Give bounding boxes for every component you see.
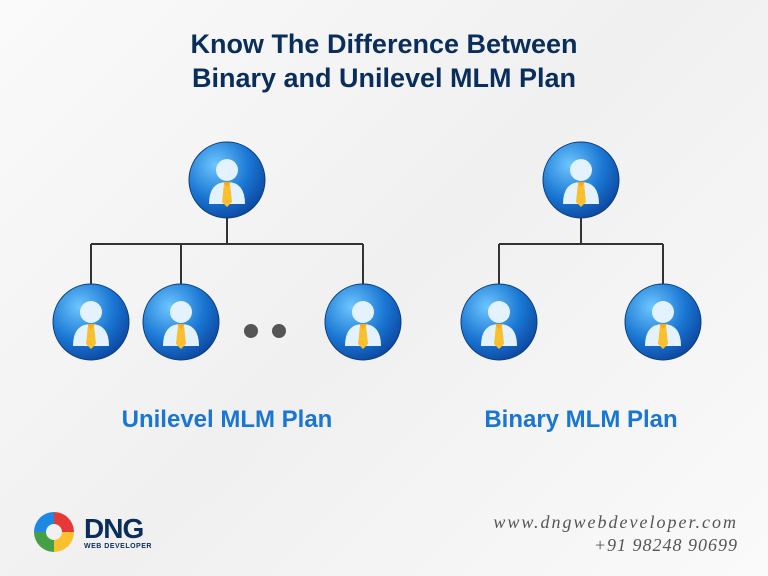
title-line1: Know The Difference Between xyxy=(190,29,577,59)
logo-icon xyxy=(30,508,78,556)
diagrams-container: Unilevel MLM Plan Binary MLM Plan xyxy=(0,96,768,434)
binary-child-left xyxy=(461,284,537,360)
unilevel-child-2 xyxy=(143,284,219,360)
binary-root-node xyxy=(543,142,619,218)
ellipsis-dot xyxy=(272,324,286,338)
unilevel-tree xyxy=(47,136,407,376)
unilevel-child-n xyxy=(325,284,401,360)
logo-main: DNG xyxy=(84,515,152,543)
binary-label: Binary MLM Plan xyxy=(484,406,677,434)
binary-connectors xyxy=(499,218,663,284)
binary-diagram: Binary MLM Plan xyxy=(441,136,721,434)
logo-text: DNG WEB DEVELOPER xyxy=(84,515,152,550)
title-line2: Binary and Unilevel MLM Plan xyxy=(192,63,576,93)
binary-tree xyxy=(441,136,721,376)
unilevel-connectors xyxy=(91,218,363,284)
contact-phone: +91 98248 90699 xyxy=(493,535,738,556)
unilevel-label: Unilevel MLM Plan xyxy=(122,406,333,434)
contact-info: www.dngwebdeveloper.com +91 98248 90699 xyxy=(493,512,738,556)
ellipsis-dot xyxy=(244,324,258,338)
unilevel-root-node xyxy=(189,142,265,218)
page-title: Know The Difference Between Binary and U… xyxy=(0,0,768,96)
logo: DNG WEB DEVELOPER xyxy=(30,508,152,556)
unilevel-diagram: Unilevel MLM Plan xyxy=(47,136,407,434)
unilevel-child-1 xyxy=(53,284,129,360)
binary-child-right xyxy=(625,284,701,360)
contact-url: www.dngwebdeveloper.com xyxy=(493,512,738,533)
footer: DNG WEB DEVELOPER www.dngwebdeveloper.co… xyxy=(0,508,768,556)
logo-sub: WEB DEVELOPER xyxy=(84,543,152,550)
